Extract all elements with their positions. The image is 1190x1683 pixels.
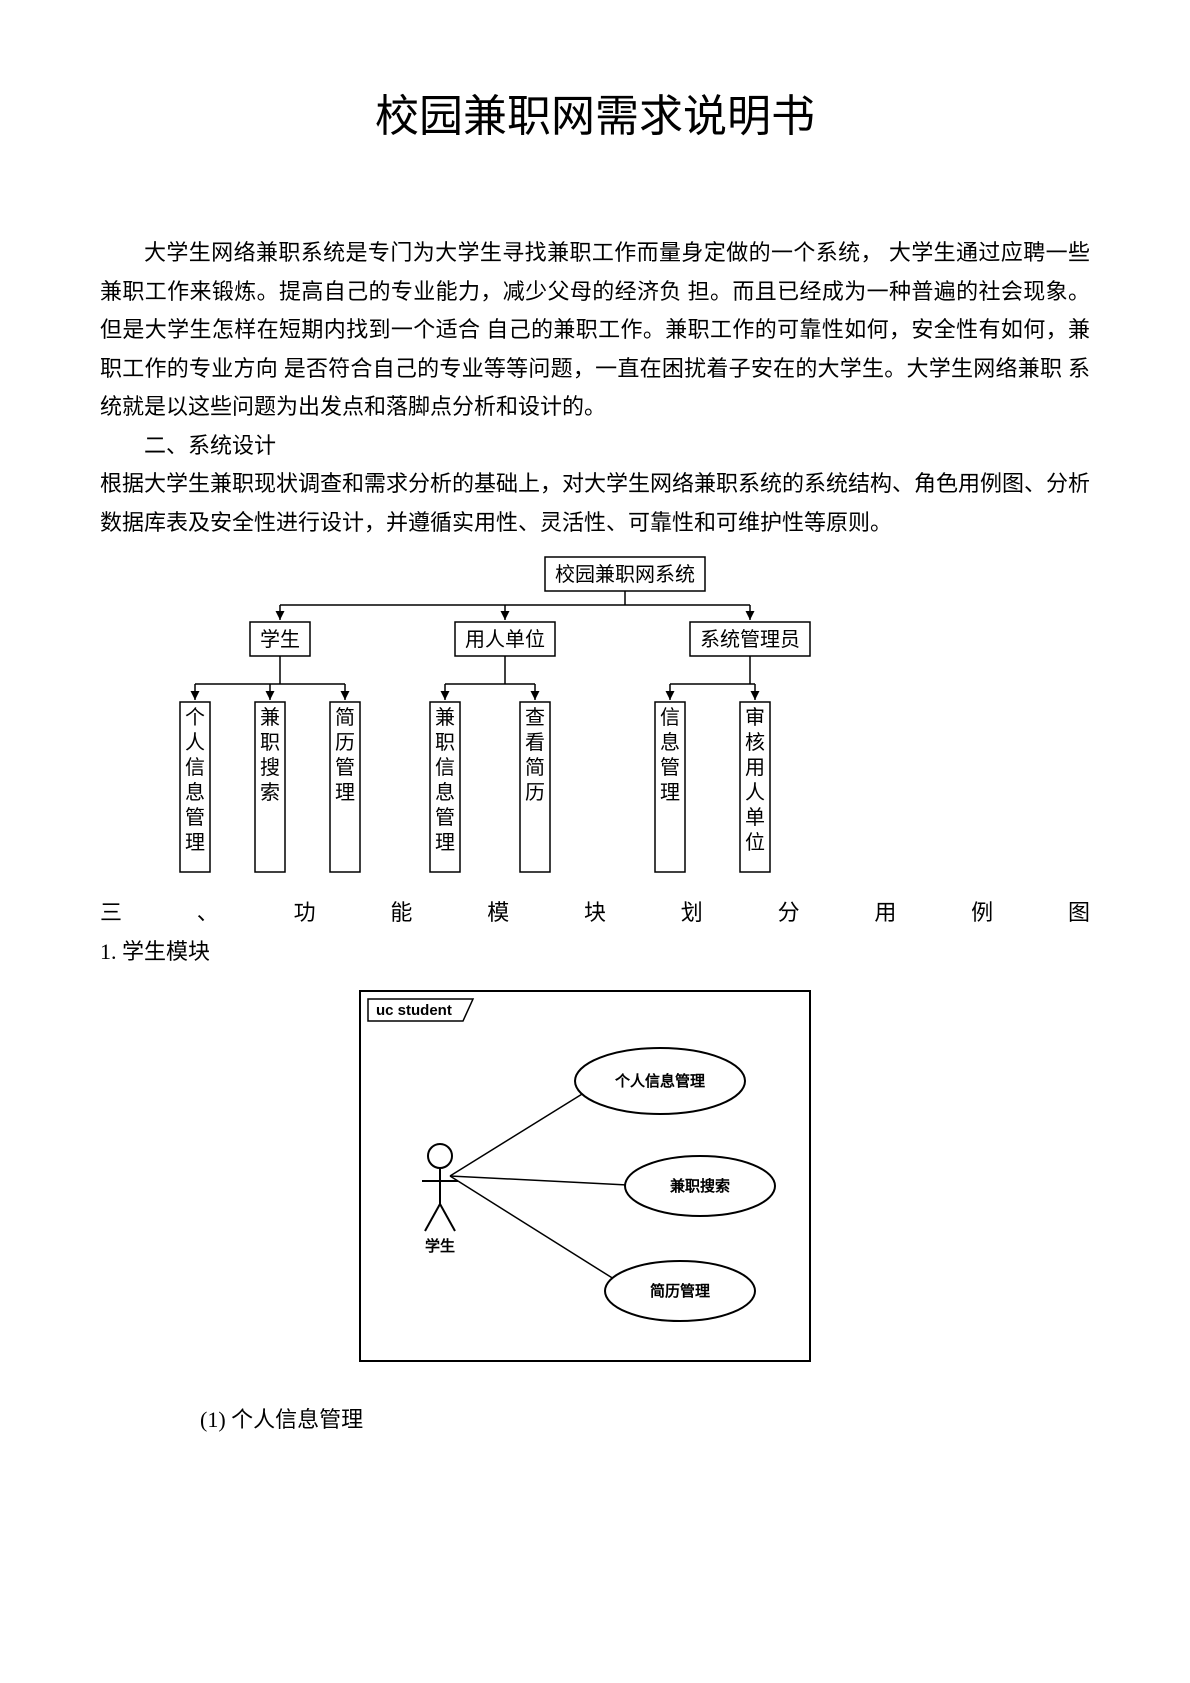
svg-text:人: 人 bbox=[745, 781, 765, 804]
section-2-label: 二、系统设计 bbox=[100, 427, 1090, 466]
svg-text:索: 索 bbox=[260, 781, 280, 804]
system-tree-diagram: 校园兼职网系统学生用人单位系统管理员个人信息管理兼职搜索简历管理兼职信息管理查看… bbox=[100, 547, 1090, 892]
svg-text:简历管理: 简历管理 bbox=[650, 1282, 710, 1300]
svg-text:兼: 兼 bbox=[435, 706, 455, 729]
intro-paragraph: 大学生网络兼职系统是专门为大学生寻找兼职工作而量身定做的一个系统， 大学生通过应… bbox=[100, 234, 1090, 427]
svg-text:管: 管 bbox=[435, 806, 455, 829]
document-title: 校园兼职网需求说明书 bbox=[100, 80, 1090, 144]
svg-text:审: 审 bbox=[745, 706, 765, 729]
section-3-char: 用 bbox=[874, 894, 896, 933]
section-3-char: 分 bbox=[778, 894, 800, 933]
svg-text:校园兼职网系统: 校园兼职网系统 bbox=[555, 563, 695, 586]
svg-text:管: 管 bbox=[660, 756, 680, 779]
section-3-char: 、 bbox=[197, 894, 219, 933]
svg-text:位: 位 bbox=[745, 831, 765, 854]
svg-text:简: 简 bbox=[335, 706, 355, 729]
svg-text:息: 息 bbox=[435, 781, 455, 804]
svg-text:用人单位: 用人单位 bbox=[465, 628, 545, 651]
subsection-1-label: 1. 学生模块 bbox=[100, 933, 1090, 972]
svg-text:息: 息 bbox=[185, 781, 205, 804]
section-3-char: 功 bbox=[294, 894, 316, 933]
student-usecase-diagram: uc student 学生 个人信息管理兼职搜索简历管理 bbox=[100, 981, 1090, 1381]
svg-text:历: 历 bbox=[525, 782, 545, 804]
svg-text:历: 历 bbox=[335, 732, 355, 754]
svg-text:个: 个 bbox=[185, 706, 205, 729]
svg-text:核: 核 bbox=[745, 731, 765, 754]
svg-text:信: 信 bbox=[435, 756, 455, 779]
svg-text:人: 人 bbox=[185, 731, 205, 754]
svg-text:看: 看 bbox=[525, 731, 545, 754]
svg-text:信: 信 bbox=[185, 756, 205, 779]
section-3-char: 块 bbox=[584, 894, 606, 933]
svg-text:理: 理 bbox=[335, 782, 355, 804]
svg-text:uc student: uc student bbox=[376, 1002, 452, 1019]
svg-text:系统管理员: 系统管理员 bbox=[700, 628, 800, 651]
svg-text:学生: 学生 bbox=[260, 628, 300, 651]
section-3-char: 划 bbox=[681, 894, 703, 933]
svg-text:职: 职 bbox=[260, 732, 280, 754]
svg-text:理: 理 bbox=[435, 832, 455, 854]
svg-text:用: 用 bbox=[745, 757, 765, 779]
svg-text:个人信息管理: 个人信息管理 bbox=[614, 1072, 705, 1090]
svg-text:查: 查 bbox=[525, 706, 545, 729]
section-2-paragraph: 根据大学生兼职现状调查和需求分析的基础上，对大学生网络兼职系统的系统结构、角色用… bbox=[100, 465, 1090, 542]
section-3-char: 例 bbox=[971, 894, 993, 933]
svg-text:简: 简 bbox=[525, 756, 545, 779]
svg-text:单: 单 bbox=[745, 806, 765, 829]
item-1-label: (1) 个人信息管理 bbox=[200, 1401, 1090, 1440]
svg-text:管: 管 bbox=[335, 756, 355, 779]
svg-text:理: 理 bbox=[660, 782, 680, 804]
svg-text:息: 息 bbox=[660, 731, 680, 754]
svg-text:搜: 搜 bbox=[260, 756, 280, 779]
section-3-char: 能 bbox=[390, 894, 412, 933]
svg-text:兼职搜索: 兼职搜索 bbox=[670, 1177, 730, 1195]
section-3-char: 模 bbox=[487, 894, 509, 933]
svg-text:学生: 学生 bbox=[425, 1237, 455, 1255]
svg-text:管: 管 bbox=[185, 806, 205, 829]
section-3-char: 图 bbox=[1068, 894, 1090, 933]
svg-text:信: 信 bbox=[660, 706, 680, 729]
svg-text:兼: 兼 bbox=[260, 706, 280, 729]
section-3-char: 三 bbox=[100, 894, 122, 933]
section-3-heading: 三 、 功 能 模 块 划 分 用 例 图 bbox=[100, 894, 1090, 933]
svg-text:职: 职 bbox=[435, 732, 455, 754]
svg-text:理: 理 bbox=[185, 832, 205, 854]
